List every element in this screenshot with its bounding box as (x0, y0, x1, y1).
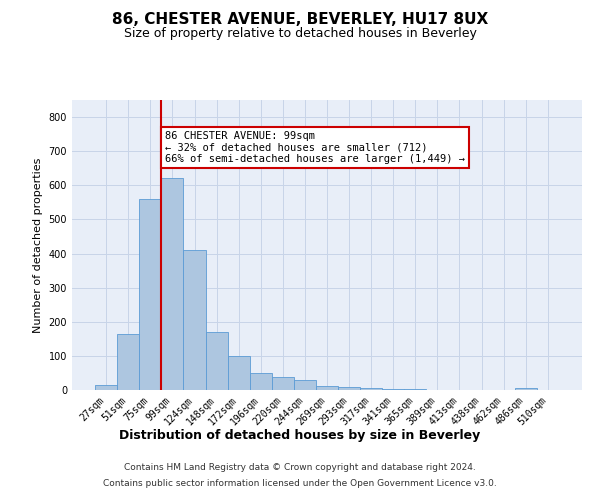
Bar (250, 373, 272, 390)
Text: Distribution of detached houses by size in Beverley: Distribution of detached houses by size … (119, 428, 481, 442)
Bar (117, 334, 139, 390)
Bar (272, 377, 294, 390)
Bar (95, 385, 117, 390)
Bar (316, 386, 338, 390)
Text: Size of property relative to detached houses in Beverley: Size of property relative to detached ho… (124, 28, 476, 40)
Bar (184, 250, 206, 390)
Y-axis label: Number of detached properties: Number of detached properties (33, 158, 43, 332)
Bar (139, 199, 161, 390)
Bar (515, 388, 537, 390)
Text: Contains HM Land Registry data © Crown copyright and database right 2024.: Contains HM Land Registry data © Crown c… (124, 464, 476, 472)
Bar (294, 380, 316, 390)
Bar (227, 356, 250, 390)
Bar (206, 332, 227, 390)
Text: 86 CHESTER AVENUE: 99sqm
← 32% of detached houses are smaller (712)
66% of semi-: 86 CHESTER AVENUE: 99sqm ← 32% of detach… (165, 130, 465, 164)
Bar (382, 388, 404, 390)
Bar (338, 386, 360, 390)
Text: 86, CHESTER AVENUE, BEVERLEY, HU17 8UX: 86, CHESTER AVENUE, BEVERLEY, HU17 8UX (112, 12, 488, 28)
Bar (161, 178, 184, 390)
Text: Contains public sector information licensed under the Open Government Licence v3: Contains public sector information licen… (103, 478, 497, 488)
Bar (360, 388, 382, 390)
Bar (404, 388, 427, 390)
